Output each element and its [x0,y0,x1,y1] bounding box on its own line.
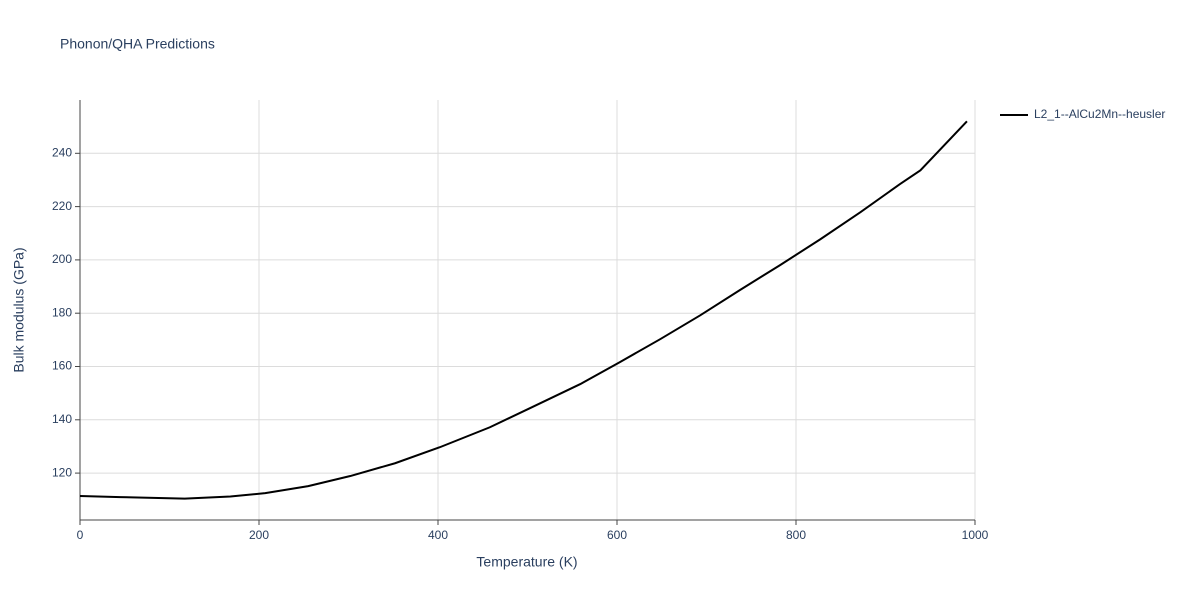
legend-label: L2_1--AlCu2Mn--heusler [1034,107,1165,121]
y-tick-label: 220 [52,199,72,213]
y-axis-label: Bulk modulus (GPa) [11,247,27,372]
series-line [79,120,968,500]
x-tick-label: 800 [786,528,806,542]
x-axis-label: Temperature (K) [476,554,577,570]
x-tick-label: 200 [249,528,269,542]
y-tick-label: 240 [52,145,72,159]
y-tick-label: 180 [52,305,72,319]
x-tick-label: 400 [428,528,448,542]
chart-title: Phonon/QHA Predictions [60,36,215,52]
x-tick-label: 0 [77,528,84,542]
y-tick-label: 120 [52,465,72,479]
x-tick-label: 1000 [962,528,989,542]
y-tick-label: 140 [52,412,72,426]
y-tick-label: 200 [52,252,72,266]
x-tick-label: 600 [607,528,627,542]
y-tick-label: 160 [52,359,72,373]
